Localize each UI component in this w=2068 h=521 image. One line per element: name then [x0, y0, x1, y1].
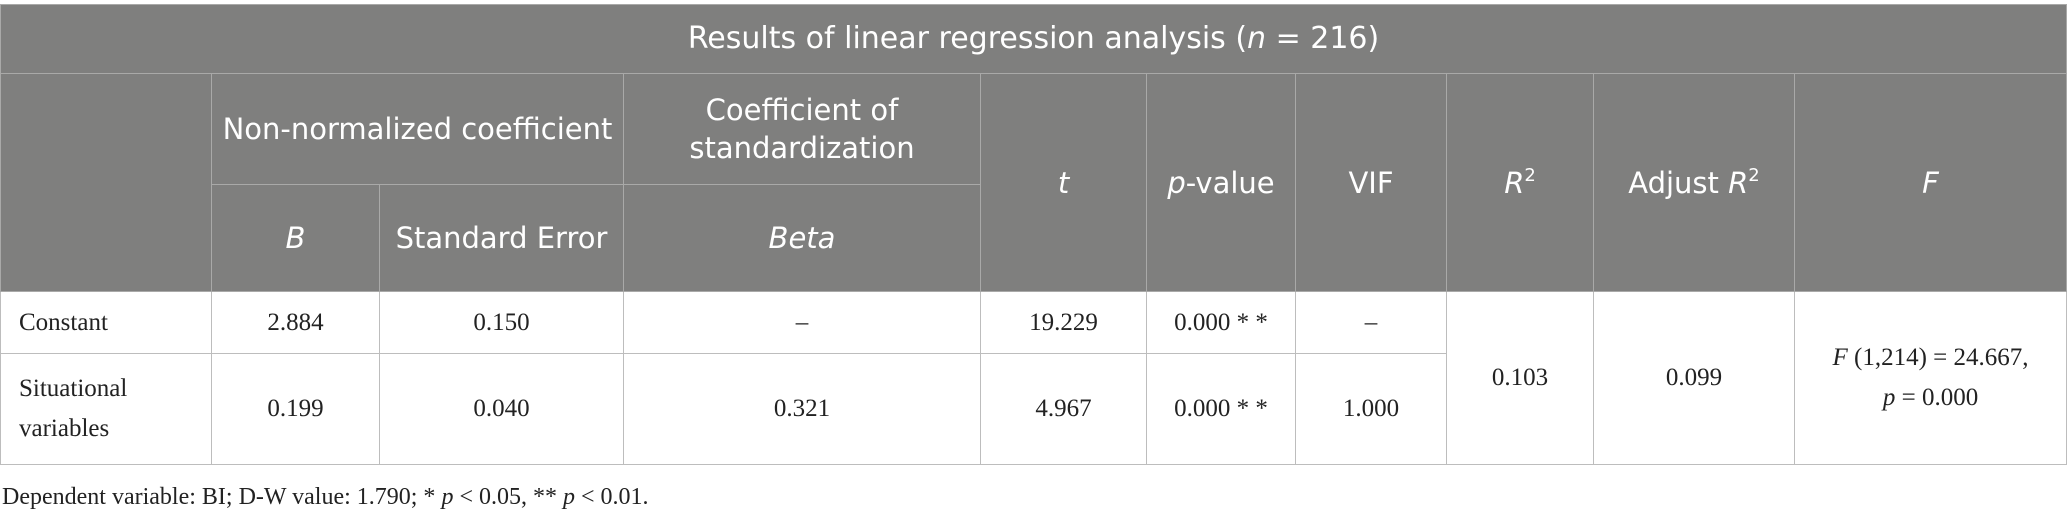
footnote-italic: p: [441, 484, 454, 510]
col-header: t: [980, 73, 1147, 292]
footnote-text: < 0.01.: [574, 484, 649, 510]
cell: 4.967: [980, 353, 1147, 465]
table-title: Results of linear regression analysis (n…: [0, 4, 2068, 74]
superscript: 2: [1524, 164, 1536, 186]
cell-text: = 0.000: [1895, 384, 1979, 411]
cell: 19.229: [980, 291, 1147, 354]
title-text: Results of linear regression analysis (: [687, 21, 1248, 56]
col-header: B: [211, 184, 380, 292]
cell: 2.884: [211, 291, 380, 354]
cell: –: [1295, 291, 1447, 354]
col-header: VIF: [1295, 73, 1447, 292]
footnote: Dependent variable: BI; D-W value: 1.790…: [2, 484, 649, 511]
header-italic: Beta: [768, 221, 836, 255]
superscript: 2: [1748, 164, 1760, 186]
title-italic: n: [1247, 21, 1267, 56]
col-header: p-value: [1146, 73, 1296, 292]
cell: 0.103: [1446, 291, 1594, 465]
cell: 0.150: [379, 291, 624, 354]
cell: F (1,214) = 24.667, p = 0.000: [1793, 291, 2068, 465]
cell-italic: p: [1882, 384, 1896, 411]
cell: –: [623, 291, 981, 354]
cell: 0.000 * *: [1146, 291, 1296, 354]
col-header: Adjust R2: [1593, 73, 1795, 292]
cell: 1.000: [1295, 353, 1447, 465]
cell: 0.000 * *: [1146, 353, 1296, 465]
empty-header: [0, 73, 212, 292]
footnote-text: < 0.05, **: [453, 484, 563, 510]
cell: 0.099: [1593, 291, 1795, 465]
cell-italic: F: [1832, 344, 1848, 371]
footnote-italic: p: [562, 484, 575, 510]
col-header: Standard Error: [379, 184, 624, 292]
header-italic: t: [1057, 165, 1070, 200]
row-label: Situational variables: [0, 353, 212, 465]
cell: 0.040: [379, 353, 624, 465]
col-header: R2: [1446, 73, 1594, 292]
row-label: Constant: [0, 291, 212, 354]
header-italic: R: [1728, 165, 1749, 200]
header-italic: p: [1167, 165, 1186, 200]
header-italic: B: [285, 221, 306, 255]
header-text: Adjust: [1628, 165, 1729, 200]
col-header: Non-normalized coefficient: [211, 73, 624, 185]
regression-table: Results of linear regression analysis (n…: [0, 4, 2068, 465]
header-italic: F: [1922, 165, 1939, 200]
header-text: -value: [1185, 165, 1275, 200]
col-header: F: [1793, 73, 2068, 292]
col-header: Coefficient of standardization: [623, 73, 981, 185]
cell: 0.199: [211, 353, 380, 465]
cell-text: (1,214) = 24.667,: [1847, 344, 2029, 371]
cell: 0.321: [623, 353, 981, 465]
footnote-text: Dependent variable: BI; D-W value: 1.790…: [2, 484, 442, 510]
col-header: Beta: [623, 184, 981, 292]
header-italic: R: [1504, 165, 1525, 200]
title-text: = 216): [1266, 21, 1380, 56]
